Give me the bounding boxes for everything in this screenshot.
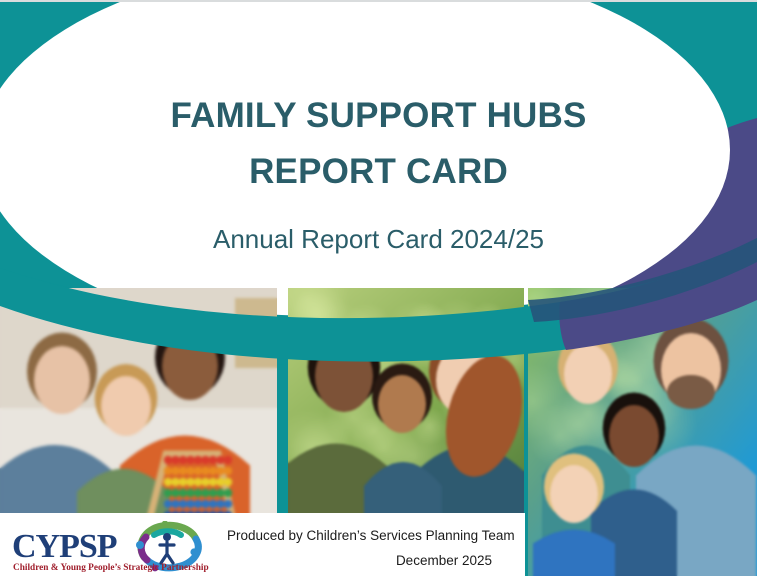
cypsp-tagline: Children & Young People’s Strategic Part… xyxy=(13,563,209,573)
cypsp-logo: CYPSP Children & Young People’s Strategi… xyxy=(8,521,216,573)
report-card-cover: FAMILY SUPPORT HUBS REPORT CARD Annual R… xyxy=(0,0,757,576)
swirl-dot-blue-2 xyxy=(190,548,197,555)
swirl-arc-purple xyxy=(141,537,147,560)
swirl-dot-blue xyxy=(136,541,144,549)
cypsp-logo-graphic: CYPSP Children & Young People’s Strategi… xyxy=(8,521,216,573)
production-credit: Produced by Children’s Services Planning… xyxy=(222,523,518,573)
top-rule xyxy=(0,0,757,2)
credit-line-1: Produced by Children’s Services Planning… xyxy=(222,523,518,548)
photo-father-and-children xyxy=(528,288,757,576)
credit-line-2: December 2025 xyxy=(222,548,518,573)
cypsp-wordmark: CYPSP xyxy=(12,528,117,565)
swirl-person-icon xyxy=(160,533,174,563)
footer-band: CYPSP Children & Young People’s Strategi… xyxy=(0,513,525,576)
